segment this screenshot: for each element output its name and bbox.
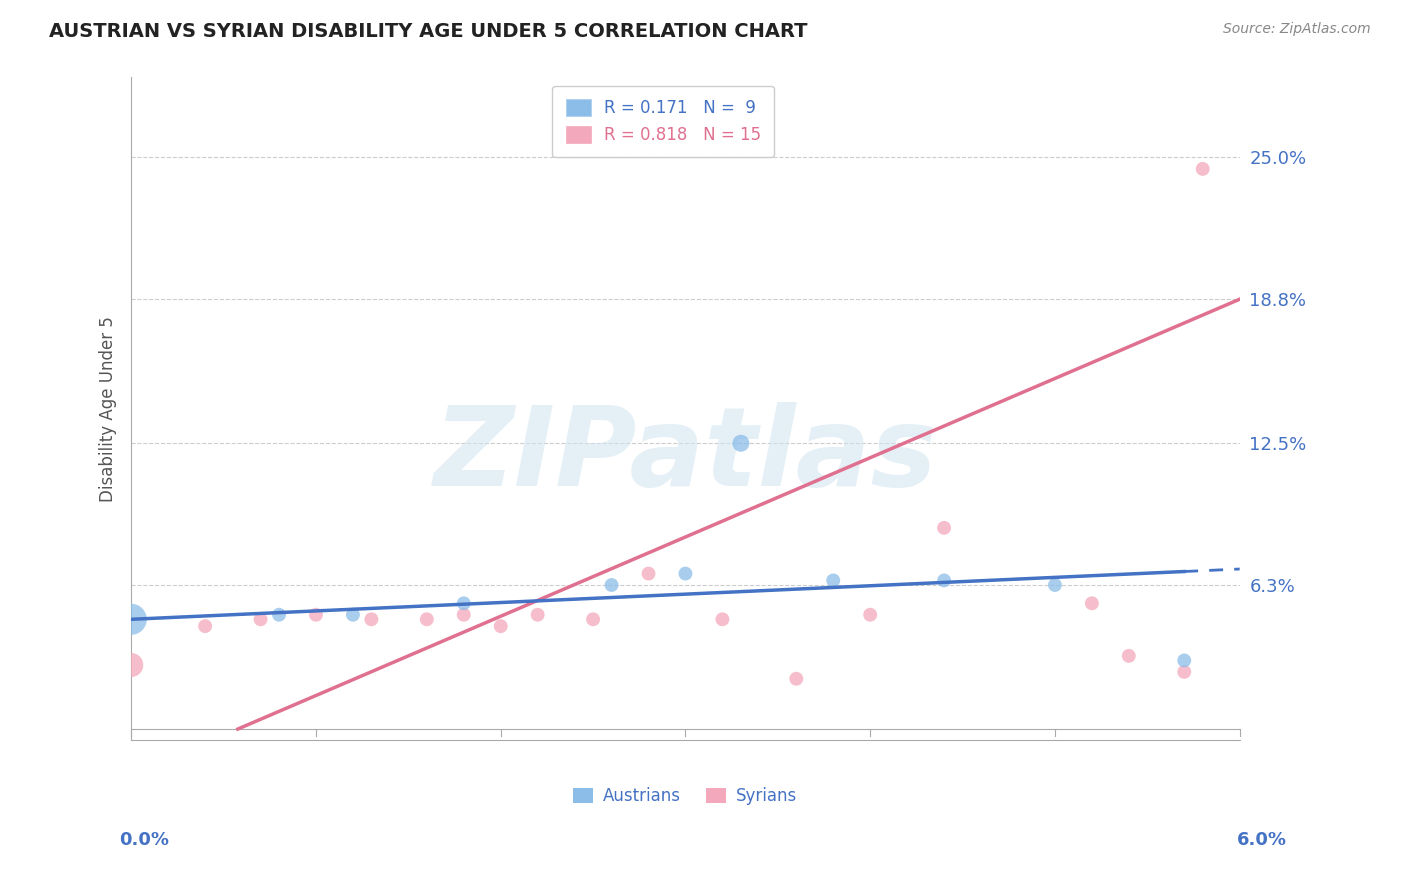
Point bbox=[823, 574, 845, 588]
Point bbox=[416, 612, 439, 626]
Point bbox=[267, 607, 290, 622]
Text: 0.0%: 0.0% bbox=[120, 831, 170, 849]
Point bbox=[600, 578, 623, 592]
Point bbox=[249, 612, 271, 626]
Point bbox=[785, 672, 807, 686]
Point bbox=[305, 607, 328, 622]
Point bbox=[1173, 653, 1195, 667]
Point bbox=[489, 619, 512, 633]
Text: ZIPatlas: ZIPatlas bbox=[433, 402, 938, 508]
Point bbox=[859, 607, 882, 622]
Text: AUSTRIAN VS SYRIAN DISABILITY AGE UNDER 5 CORRELATION CHART: AUSTRIAN VS SYRIAN DISABILITY AGE UNDER … bbox=[49, 22, 807, 41]
Point bbox=[453, 607, 475, 622]
Point bbox=[711, 612, 734, 626]
Text: Source: ZipAtlas.com: Source: ZipAtlas.com bbox=[1223, 22, 1371, 37]
Point bbox=[582, 612, 605, 626]
Point bbox=[526, 607, 548, 622]
Point bbox=[1081, 596, 1104, 610]
Point bbox=[637, 566, 659, 581]
Point bbox=[453, 596, 475, 610]
Point bbox=[194, 619, 217, 633]
Point bbox=[932, 574, 955, 588]
Y-axis label: Disability Age Under 5: Disability Age Under 5 bbox=[100, 316, 117, 502]
Point bbox=[120, 612, 142, 626]
Point bbox=[1173, 665, 1195, 679]
Point bbox=[1043, 578, 1066, 592]
Point bbox=[360, 612, 382, 626]
Point bbox=[675, 566, 697, 581]
Legend: Austrians, Syrians: Austrians, Syrians bbox=[567, 780, 804, 812]
Point bbox=[932, 521, 955, 535]
Text: 6.0%: 6.0% bbox=[1236, 831, 1286, 849]
Point bbox=[342, 607, 364, 622]
Point bbox=[120, 658, 142, 673]
Point bbox=[1118, 648, 1140, 663]
Point bbox=[1191, 161, 1213, 176]
Point bbox=[730, 436, 752, 450]
